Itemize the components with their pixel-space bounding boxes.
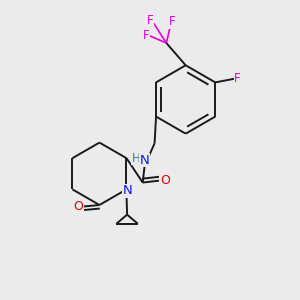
Text: H: H [131, 152, 140, 165]
Text: F: F [234, 72, 241, 85]
Text: F: F [147, 14, 153, 27]
Text: N: N [140, 154, 150, 167]
Text: O: O [74, 200, 84, 213]
Text: F: F [169, 15, 175, 28]
Text: O: O [160, 174, 170, 187]
Text: F: F [143, 29, 149, 42]
Text: N: N [123, 184, 133, 197]
